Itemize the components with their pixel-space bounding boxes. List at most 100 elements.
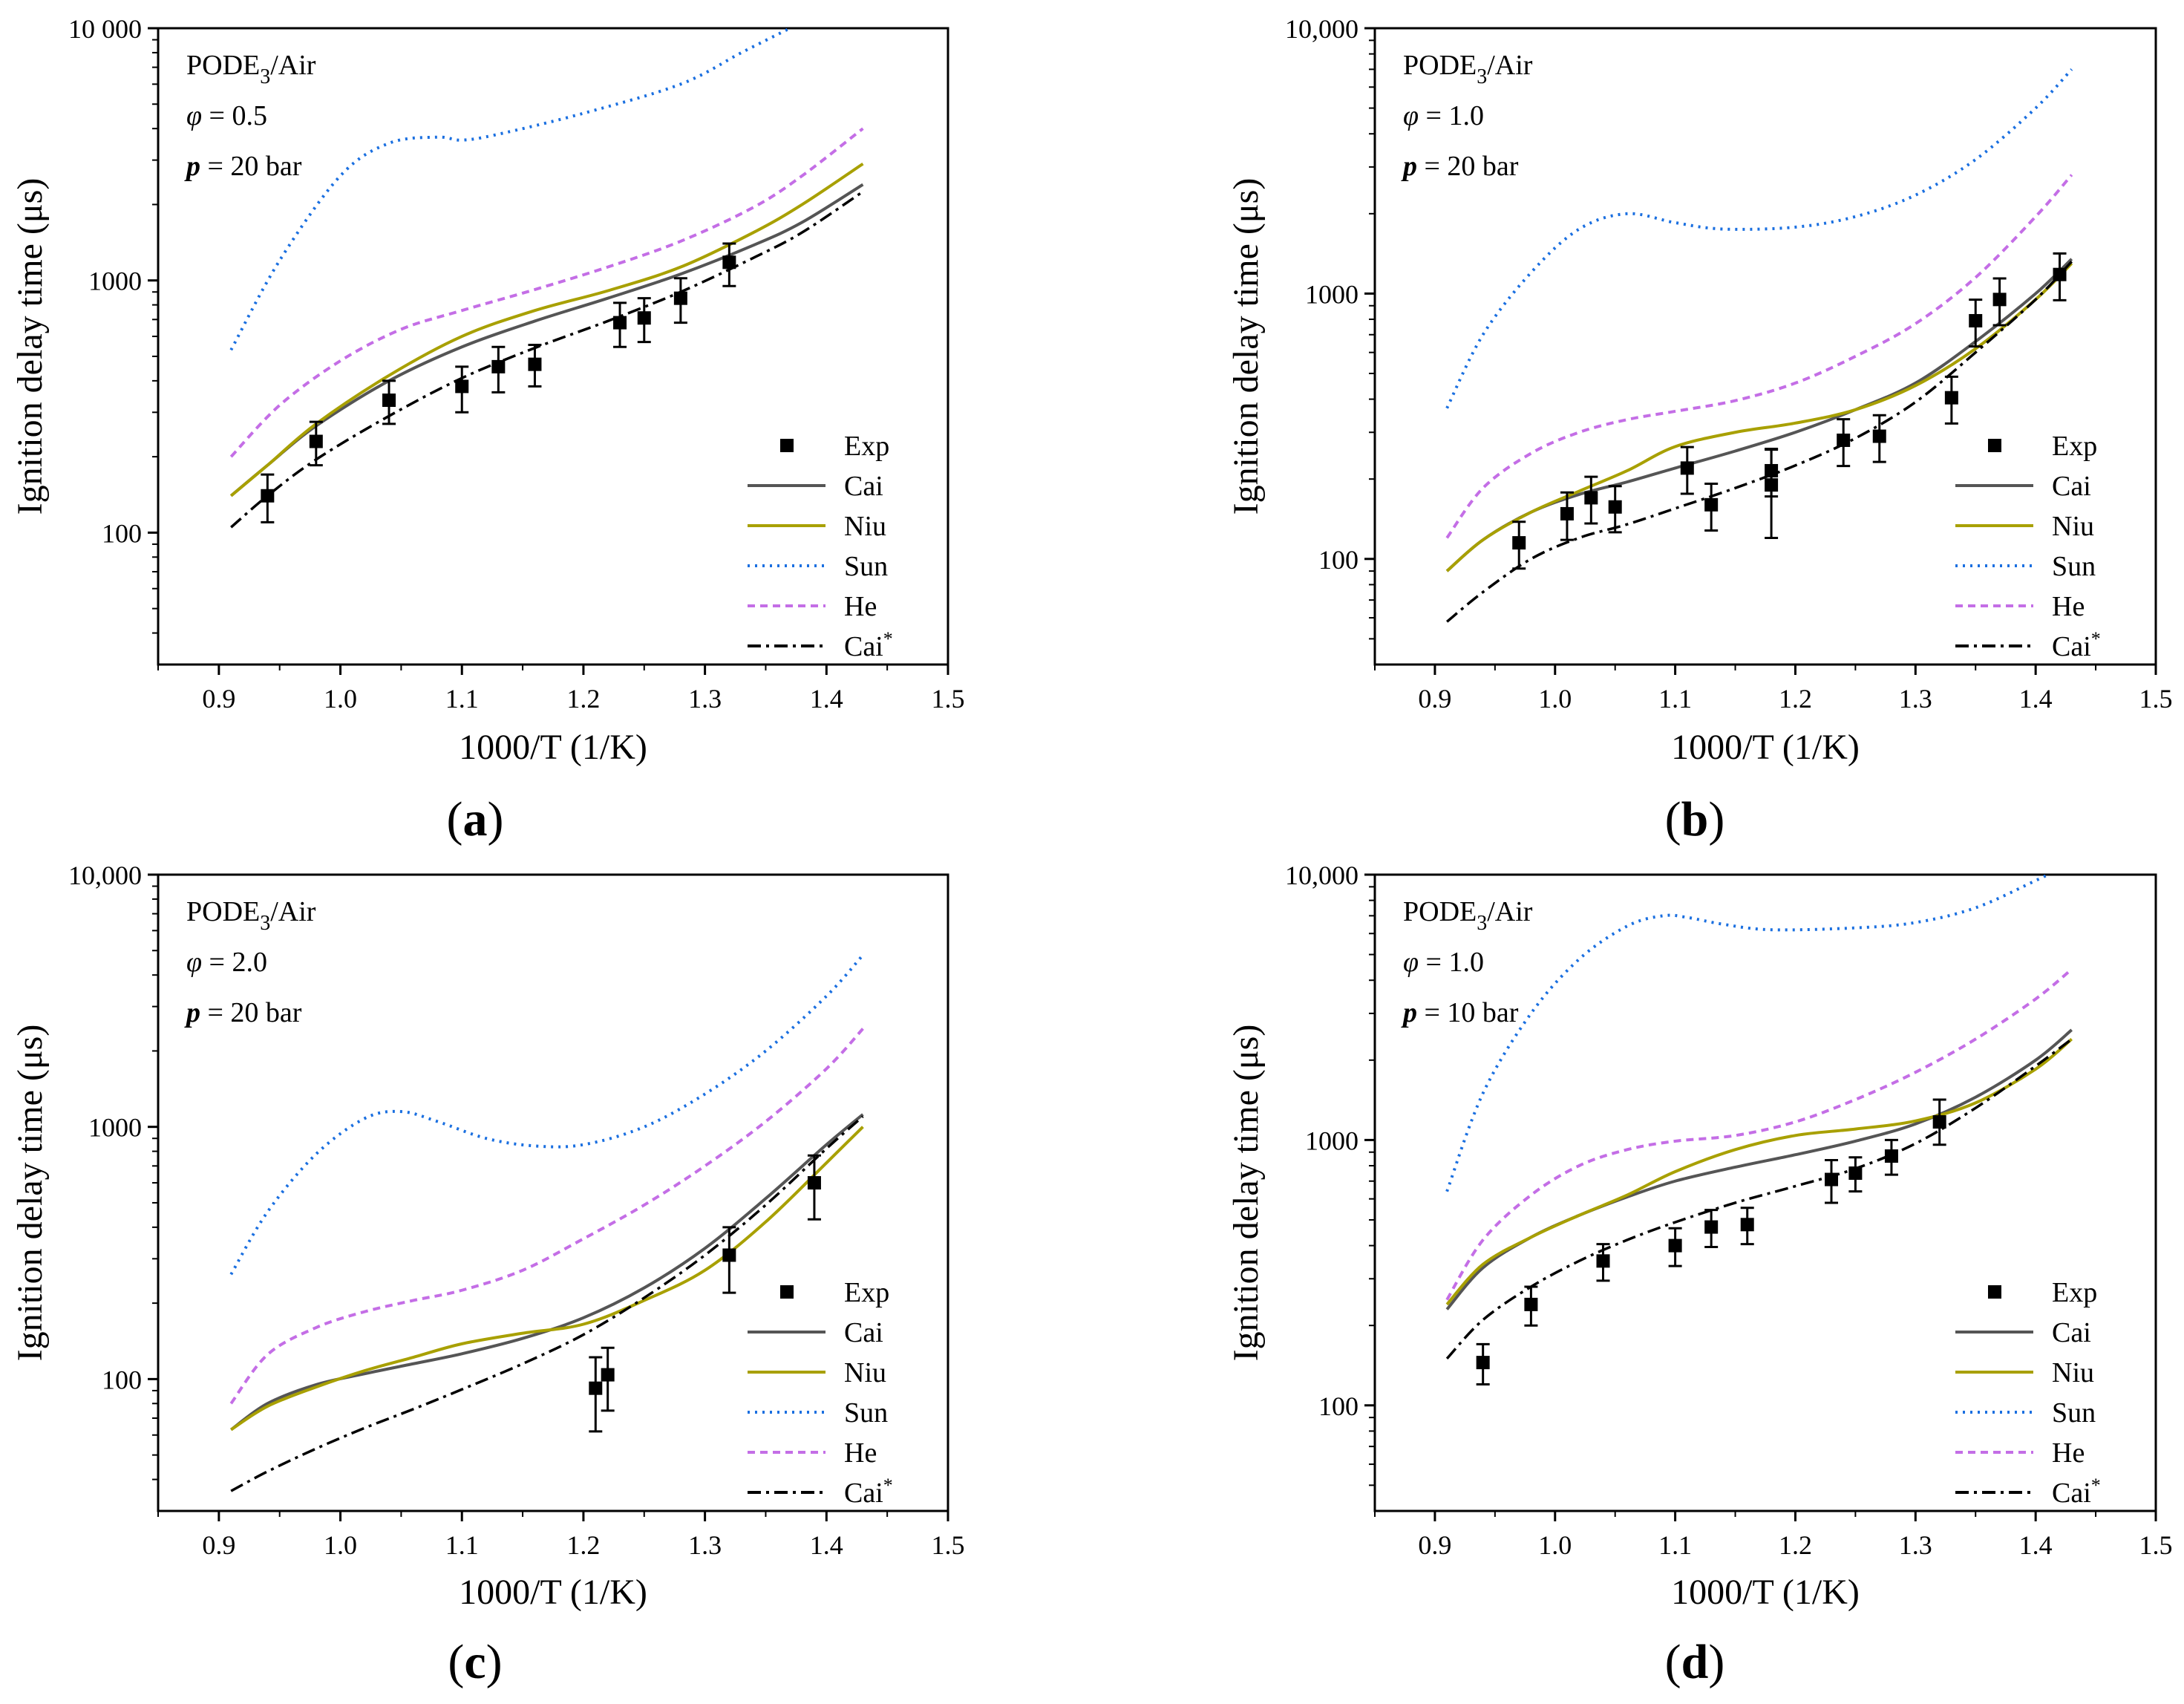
y-axis-title: Ignition delay time (μs) — [10, 178, 50, 515]
exp-marker — [382, 394, 396, 408]
exp-marker — [1668, 1238, 1682, 1253]
y-tick-label: 1000 — [88, 1113, 142, 1143]
legend-label-sup: * — [2091, 1475, 2101, 1496]
y-tick-label: 100 — [1318, 1391, 1359, 1421]
y-tick-label: 10 000 — [68, 14, 142, 44]
x-tick-label: 1.1 — [1658, 684, 1692, 714]
y-tick-label: 10,000 — [1285, 14, 1359, 44]
series-line-cai-star — [1445, 1038, 2073, 1360]
legend-item: Cai* — [1955, 628, 2101, 662]
legend-label: Niu — [844, 511, 886, 542]
exp-point — [601, 1346, 615, 1412]
x-tick-label: 1.3 — [1899, 1530, 1932, 1560]
exp-marker — [309, 434, 323, 448]
x-axis-title: 1000/T (1/K) — [1671, 1573, 1860, 1612]
exp-marker — [1837, 433, 1851, 447]
legend-item: He — [748, 1437, 877, 1469]
annotation-phi-symbol: φ — [186, 947, 202, 978]
annotation-pressure: p = 20 bar — [184, 151, 302, 182]
legend-label: Sun — [844, 1397, 888, 1429]
exp-point — [528, 344, 542, 388]
exp-point — [807, 1154, 821, 1221]
annotation-pressure: p = 20 bar — [1401, 151, 1519, 182]
series-line-sun — [1445, 68, 2073, 409]
exp-marker — [1740, 1218, 1754, 1232]
legend-item: Niu — [748, 1357, 886, 1388]
exp-marker — [1584, 491, 1598, 505]
exp-point — [455, 365, 469, 414]
exp-point — [1944, 375, 1958, 425]
legend-label: He — [844, 591, 877, 622]
x-tick-label: 1.4 — [810, 684, 843, 714]
legend-label-main: Cai — [2052, 1478, 2091, 1509]
x-tick-label: 1.0 — [324, 1530, 357, 1560]
exp-marker — [673, 291, 687, 305]
series-line-niu — [1445, 1037, 2073, 1306]
x-tick-label: 1.1 — [1658, 1530, 1692, 1560]
exp-point — [722, 1226, 736, 1294]
exp-point — [722, 242, 736, 287]
annotation-mixture: PODE3/Air — [186, 896, 316, 935]
legend-label: Cai — [2052, 1317, 2091, 1348]
exp-marker — [491, 359, 506, 373]
chart-panel-a: 0.9 1.0 1.1 1.2 1.3 1.4 1.5 100 1000 10 000 1000/T… — [10, 14, 965, 846]
plot-frame — [1373, 873, 2157, 1512]
exp-marker — [1680, 461, 1694, 475]
panel-tag-close: ) — [1708, 1635, 1724, 1689]
x-tick-label: 1.5 — [2139, 684, 2173, 714]
exp-point — [1765, 448, 1779, 498]
panel-tag: (d) — [1665, 1635, 1725, 1689]
legend-label: Cai* — [844, 628, 893, 662]
legend-label: Exp — [2052, 431, 2097, 462]
exp-point — [382, 379, 396, 425]
exp-point — [1596, 1243, 1610, 1282]
exp-point — [491, 345, 506, 394]
exp-marker — [1932, 1115, 1946, 1129]
legend-label: He — [2052, 591, 2085, 622]
exp-point — [1704, 1209, 1719, 1249]
exp-point — [1608, 485, 1622, 534]
legend-label-sup: * — [883, 628, 893, 650]
y-axis-title: Ignition delay time (μs) — [1226, 178, 1266, 515]
legend-label-main: Cai — [844, 631, 883, 662]
series-line-niu — [1445, 262, 2073, 572]
x-tick-label: 1.2 — [1779, 1530, 1812, 1560]
panel-tag-open: ( — [448, 1635, 464, 1689]
x-tick-label: 1.1 — [445, 684, 479, 714]
chart-panel-b: 0.9 1.0 1.1 1.2 1.3 1.4 1.5 100 1000 10,000 1000/T… — [1226, 14, 2173, 846]
exp-marker — [1608, 500, 1622, 514]
annotation-phi-value: = 1.0 — [1419, 100, 1484, 131]
legend-label: Cai — [844, 1317, 883, 1348]
plot-frame — [157, 27, 949, 666]
series-group — [229, 28, 864, 529]
series-line-sun — [1445, 875, 2049, 1192]
exp-marker — [1848, 1166, 1863, 1181]
series-line-cai — [1445, 1028, 2073, 1310]
legend-label: He — [844, 1437, 877, 1469]
legend-item: He — [1955, 591, 2085, 622]
exp-point — [1992, 277, 2007, 327]
x-tick-label: 0.9 — [202, 1530, 235, 1560]
legend-item: Niu — [748, 511, 886, 542]
x-tick-label: 1.0 — [324, 684, 357, 714]
panel-tag: (a) — [447, 792, 504, 846]
x-tick-label: 1.2 — [566, 1530, 600, 1560]
x-axis-title: 1000/T (1/K) — [459, 728, 647, 767]
x-tick-label: 1.3 — [688, 1530, 722, 1560]
series-line-niu — [229, 162, 864, 497]
exp-point — [1848, 1156, 1863, 1193]
exp-marker — [613, 316, 627, 330]
exp-marker — [807, 1176, 821, 1190]
panel-tag-letter: c — [464, 1635, 485, 1689]
exp-marker — [637, 311, 651, 325]
legend-swatch-marker — [1988, 1285, 2001, 1299]
x-axis-title: 1000/T (1/K) — [459, 1573, 647, 1612]
annotation-mixture-name: PODE — [186, 50, 260, 81]
legend-label: Exp — [844, 1277, 889, 1308]
x-tick-label: 1.2 — [566, 684, 600, 714]
annotation-p-symbol: p — [184, 151, 200, 182]
annotation-p-symbol: p — [184, 997, 200, 1028]
exp-point — [1825, 1158, 1839, 1204]
legend-label: Exp — [844, 431, 889, 462]
legend-label: Cai — [2052, 471, 2091, 502]
